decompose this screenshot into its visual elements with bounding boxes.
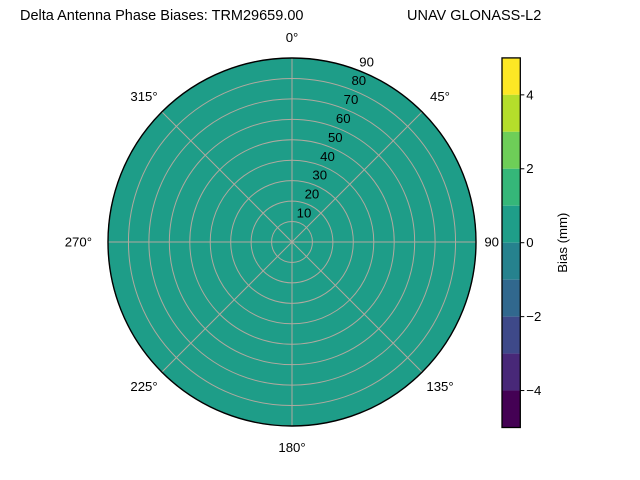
svg-text:2: 2 (526, 161, 533, 176)
svg-text:−2: −2 (526, 309, 541, 324)
svg-text:−4: −4 (526, 383, 541, 398)
svg-text:135°: 135° (426, 379, 453, 394)
svg-text:Bias (mm): Bias (mm) (555, 213, 570, 273)
svg-text:90: 90 (484, 235, 499, 250)
svg-text:40: 40 (320, 149, 335, 164)
svg-text:315°: 315° (130, 89, 157, 104)
svg-text:0: 0 (526, 235, 533, 250)
svg-text:180°: 180° (278, 440, 305, 455)
svg-text:45°: 45° (430, 89, 450, 104)
svg-text:50: 50 (328, 130, 343, 145)
svg-text:70: 70 (344, 92, 359, 107)
svg-text:20: 20 (305, 187, 320, 202)
svg-text:90: 90 (359, 54, 374, 69)
svg-text:225°: 225° (130, 379, 157, 394)
svg-text:30: 30 (312, 168, 327, 183)
svg-text:60: 60 (336, 111, 351, 126)
svg-text:10: 10 (297, 205, 312, 220)
svg-text:80: 80 (351, 73, 366, 88)
svg-text:270°: 270° (65, 235, 92, 250)
svg-text:4: 4 (526, 87, 533, 102)
svg-text:0°: 0° (286, 30, 299, 45)
